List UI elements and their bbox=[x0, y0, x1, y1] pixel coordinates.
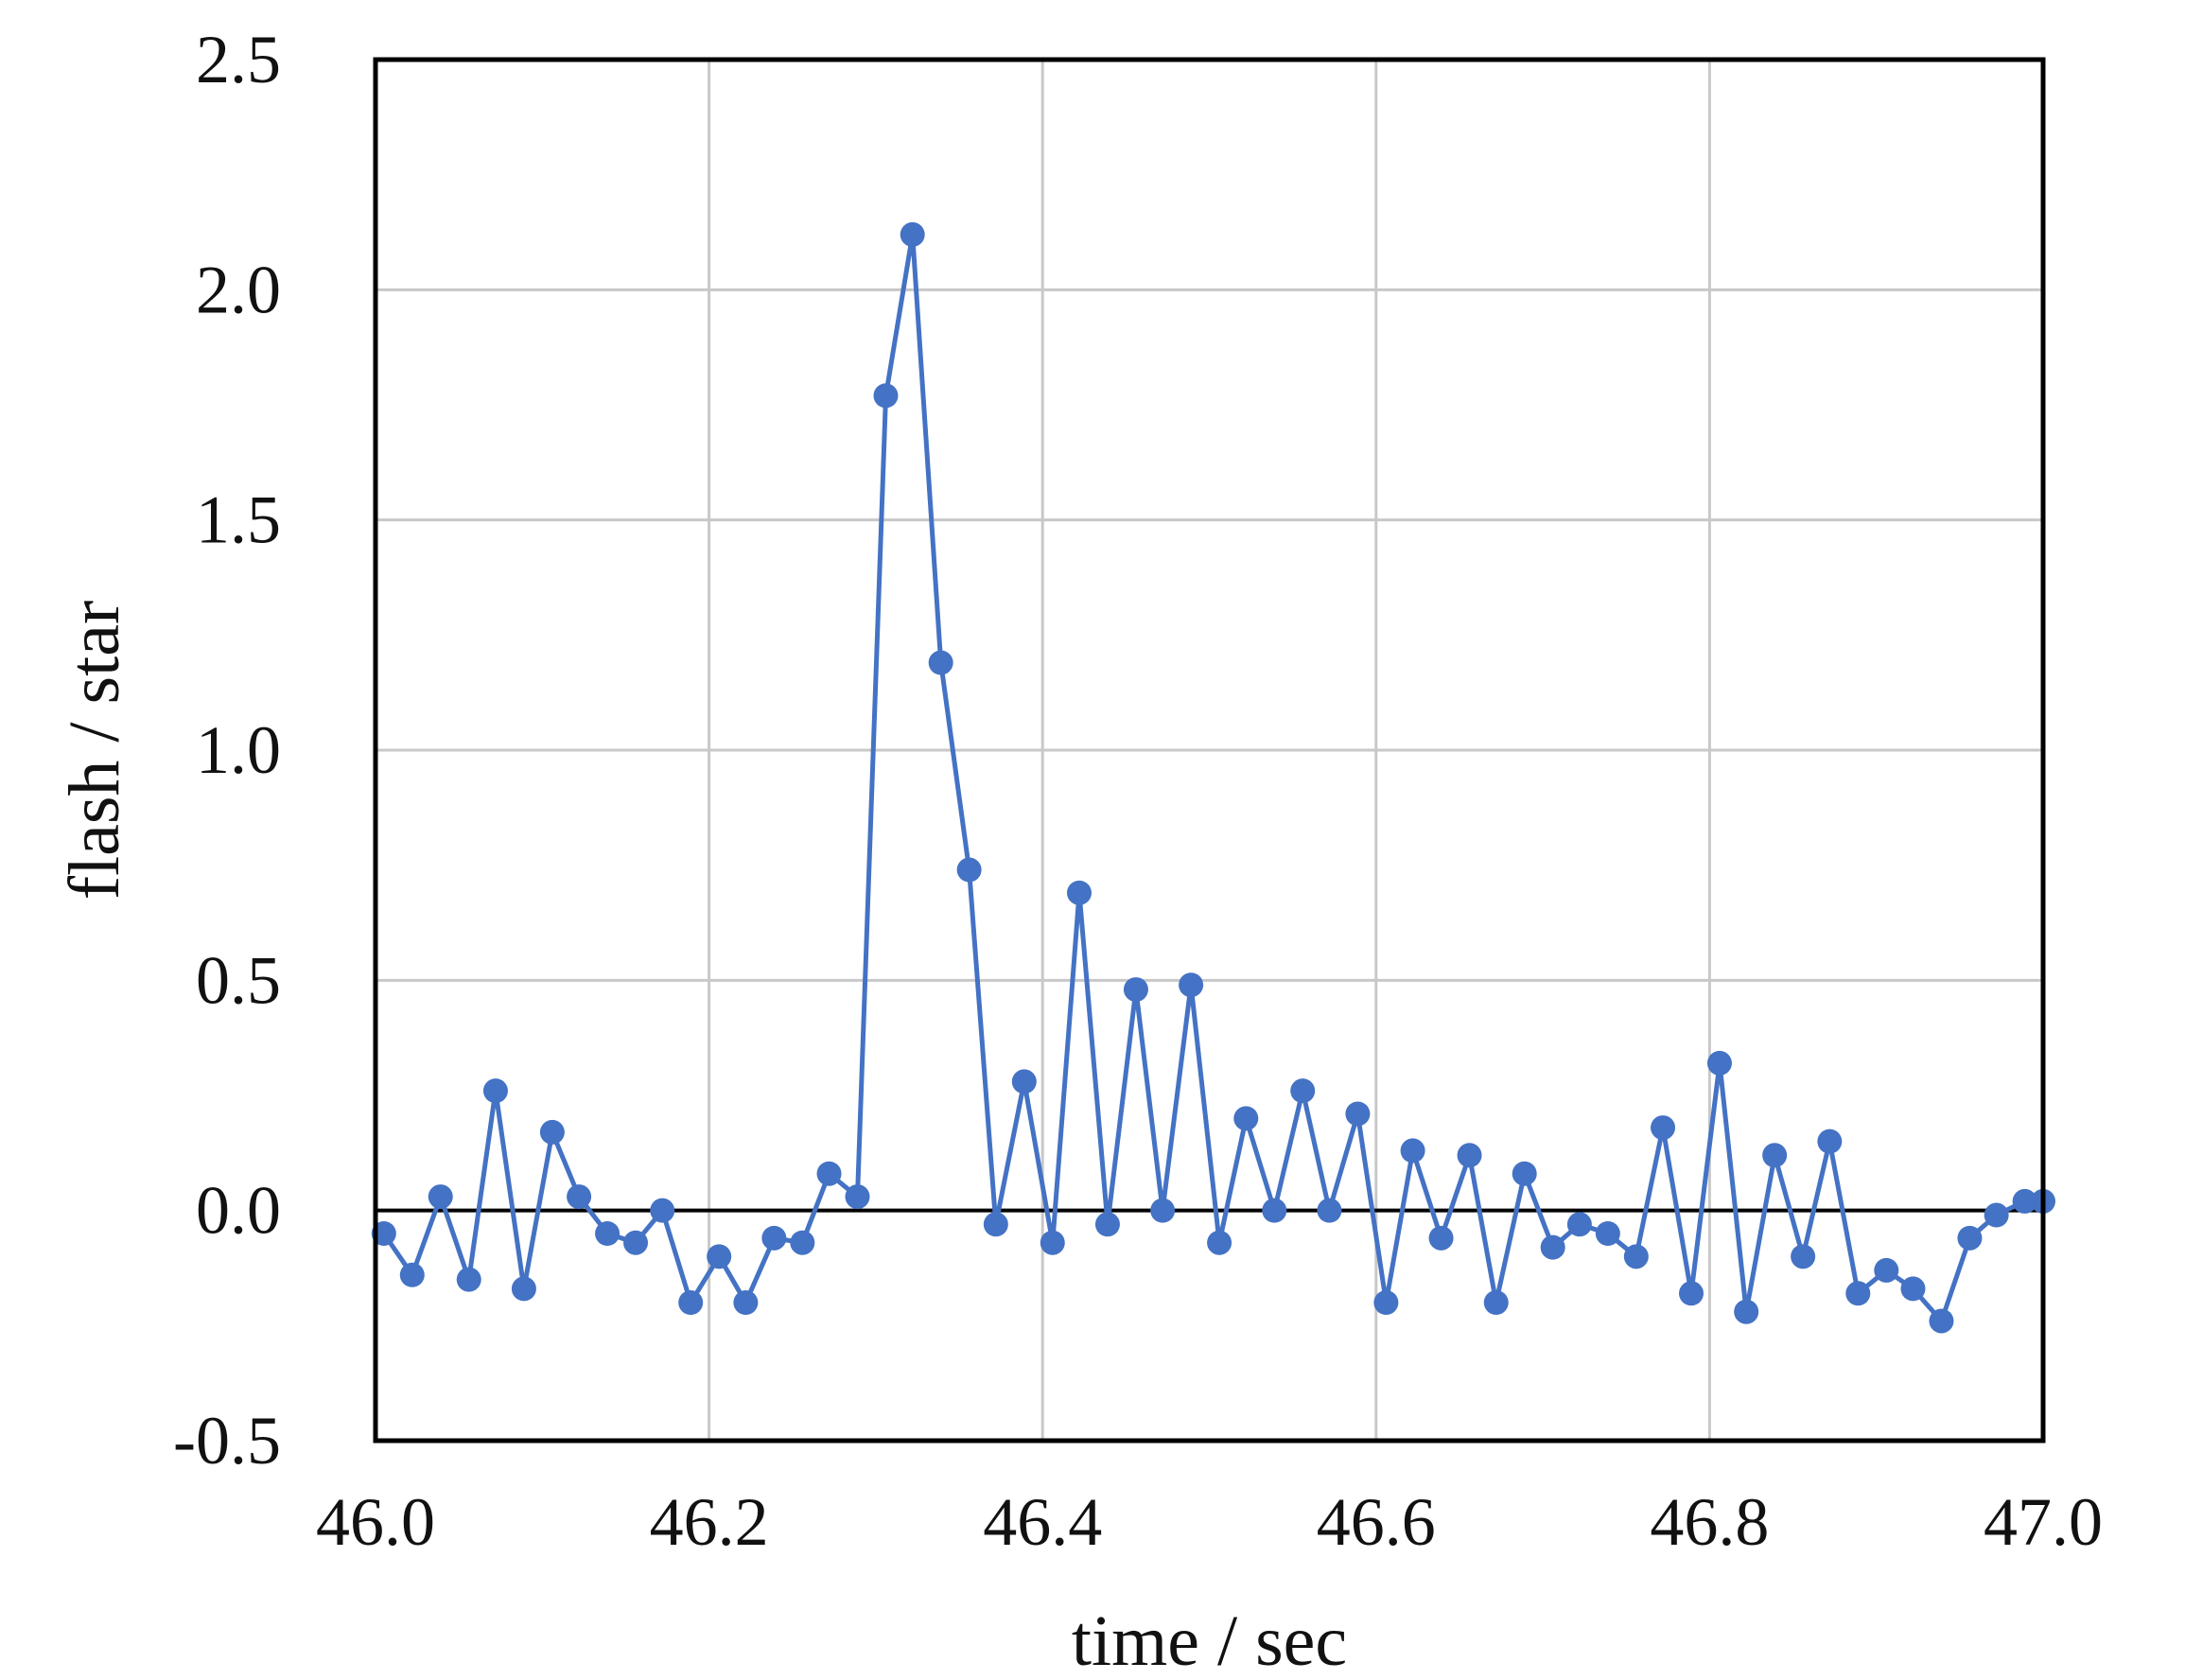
data-point bbox=[678, 1290, 704, 1315]
data-point bbox=[1540, 1234, 1565, 1260]
y-tick-label: 2.0 bbox=[196, 252, 281, 327]
data-point bbox=[761, 1225, 787, 1251]
series-0 bbox=[371, 221, 2055, 1334]
data-point bbox=[845, 1184, 870, 1210]
y-axis-title: flash / star bbox=[55, 601, 134, 901]
y-tick-label: -0.5 bbox=[173, 1403, 281, 1479]
y-tick-label: 1.0 bbox=[196, 712, 281, 788]
data-point bbox=[790, 1230, 815, 1255]
data-point bbox=[928, 650, 953, 675]
x-tick-label: 46.6 bbox=[1317, 1484, 1436, 1560]
data-point bbox=[1040, 1230, 1065, 1255]
data-point bbox=[1817, 1129, 1843, 1154]
data-point bbox=[733, 1290, 759, 1315]
x-tick-label: 46.8 bbox=[1650, 1484, 1769, 1560]
data-point bbox=[1566, 1212, 1592, 1237]
data-point bbox=[1150, 1198, 1176, 1223]
data-point bbox=[1874, 1257, 1899, 1283]
data-point bbox=[1290, 1078, 1316, 1104]
data-point bbox=[2012, 1188, 2037, 1214]
data-point bbox=[1706, 1050, 1732, 1076]
data-point bbox=[1762, 1143, 1788, 1168]
data-point bbox=[1345, 1101, 1371, 1127]
data-point bbox=[456, 1267, 481, 1292]
data-point bbox=[1900, 1276, 1926, 1302]
series-line bbox=[381, 232, 2043, 1323]
x-tick-label: 46.2 bbox=[650, 1484, 769, 1560]
data-point bbox=[1929, 1308, 1954, 1334]
data-point bbox=[900, 221, 925, 247]
data-point bbox=[1373, 1290, 1399, 1315]
data-point bbox=[873, 383, 899, 409]
plot-frame bbox=[373, 57, 2046, 1444]
data-point bbox=[1428, 1225, 1454, 1251]
data-point bbox=[1207, 1230, 1232, 1255]
x-tick-label: 46.0 bbox=[316, 1484, 435, 1560]
data-point bbox=[539, 1119, 565, 1145]
grid-layer bbox=[376, 60, 2043, 1441]
data-point bbox=[1651, 1115, 1676, 1141]
data-point bbox=[1262, 1198, 1287, 1223]
data-point bbox=[1483, 1290, 1509, 1315]
data-point bbox=[595, 1221, 621, 1246]
data-point bbox=[623, 1230, 649, 1255]
data-point bbox=[1123, 977, 1148, 1003]
data-point bbox=[1512, 1161, 1537, 1186]
data-point bbox=[1457, 1143, 1482, 1168]
data-point bbox=[1317, 1198, 1342, 1223]
series-layer bbox=[371, 221, 2055, 1334]
data-point bbox=[1595, 1221, 1620, 1246]
data-point bbox=[1957, 1225, 1983, 1251]
data-point bbox=[983, 1212, 1008, 1237]
y-tick-label: 1.5 bbox=[196, 482, 281, 558]
y-tick-label: 2.5 bbox=[196, 22, 281, 97]
data-point bbox=[1011, 1069, 1037, 1094]
y-tick-label: 0.5 bbox=[196, 942, 281, 1018]
data-point bbox=[1623, 1244, 1649, 1269]
data-point bbox=[1791, 1244, 1816, 1269]
data-point bbox=[1734, 1299, 1759, 1324]
x-tick-label: 47.0 bbox=[1984, 1484, 2103, 1560]
data-point bbox=[428, 1184, 453, 1210]
data-point bbox=[956, 857, 982, 883]
data-point bbox=[511, 1276, 536, 1302]
data-point bbox=[1066, 880, 1092, 905]
data-point bbox=[1179, 972, 1204, 998]
data-point bbox=[1233, 1106, 1259, 1131]
tick-layer: 46.0 46.2 46.4 46.6 46.8 47.0 -0.5 0.0 0.5 1.0 1.5… bbox=[173, 22, 2103, 1560]
y-tick-label: 0.0 bbox=[196, 1173, 281, 1249]
data-point bbox=[650, 1198, 675, 1223]
data-point bbox=[816, 1161, 842, 1186]
x-axis-title: time / sec bbox=[1072, 1601, 1347, 1680]
x-tick-label: 46.4 bbox=[983, 1484, 1102, 1560]
data-point bbox=[399, 1262, 425, 1287]
data-point bbox=[567, 1184, 592, 1210]
data-point bbox=[482, 1078, 508, 1104]
data-point bbox=[1400, 1138, 1425, 1164]
data-point bbox=[1679, 1281, 1704, 1306]
data-point bbox=[707, 1244, 732, 1269]
data-point bbox=[1094, 1212, 1120, 1237]
data-point bbox=[1845, 1281, 1871, 1306]
data-point bbox=[1984, 1202, 2009, 1228]
